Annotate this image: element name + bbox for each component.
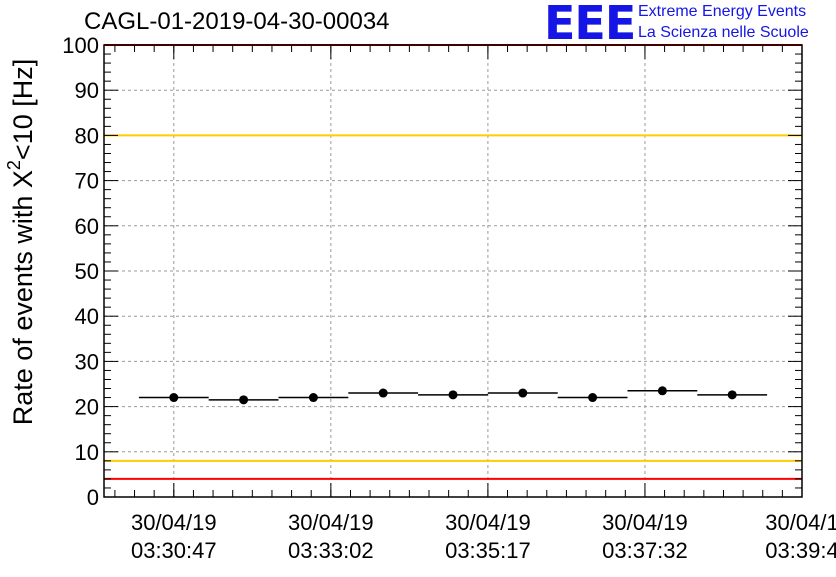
y-tick-label: 10 [75,440,99,465]
logo-line-1: Extreme Energy Events [638,3,807,20]
data-point [308,393,318,403]
data-point [657,386,667,396]
y-tick-label: 100 [62,33,99,58]
x-tick-label-time: 03:37:32 [602,538,688,563]
x-tick-labels: 30/04/19 03:30:47 30/04/19 03:33:02 30/04/19… [131,510,836,563]
eee-logo-mark: EEE [544,0,636,50]
y-tick-label: 60 [75,214,99,239]
x-tick-label-time: 03:35:17 [445,538,531,563]
data-point [727,390,737,400]
y-tick-labels: 0 10 20 30 40 50 60 70 80 90 100 [62,33,99,510]
y-tick-label: 50 [75,259,99,284]
y-tick-label: 80 [75,123,99,148]
x-tick-label-date: 30/04/1 [765,510,836,535]
x-tick-label-date: 30/04/19 [288,510,374,535]
y-tick-label: 20 [75,395,99,420]
data-series [138,386,768,405]
x-tick-label-date: 30/04/19 [602,510,688,535]
data-point [518,388,528,398]
axis-ticks [104,44,803,498]
y-axis-title: Rate of events with X2<10 [Hz] [4,59,38,425]
x-tick-label-time: 03:33:02 [288,538,374,563]
x-tick-label-date: 30/04/19 [131,510,217,535]
y-tick-label: 40 [75,304,99,329]
data-point [239,395,249,405]
x-tick-label-time: 03:30:47 [131,538,217,563]
y-tick-label: 0 [87,485,99,510]
x-tick-label-time: 03:39:4 [765,538,836,563]
y-tick-label: 90 [75,78,99,103]
logo-line-2: La Scienza nelle Scuole [638,24,809,41]
reference-lines [104,44,802,480]
data-point [588,393,598,403]
chart-title: CAGL-01-2019-04-30-00034 [84,8,390,35]
data-point [378,388,388,398]
grid-lines [104,45,802,497]
data-point [169,393,179,403]
x-tick-label-date: 30/04/19 [445,510,531,535]
y-tick-label: 70 [75,169,99,194]
y-tick-label: 30 [75,349,99,374]
data-point [448,390,458,400]
